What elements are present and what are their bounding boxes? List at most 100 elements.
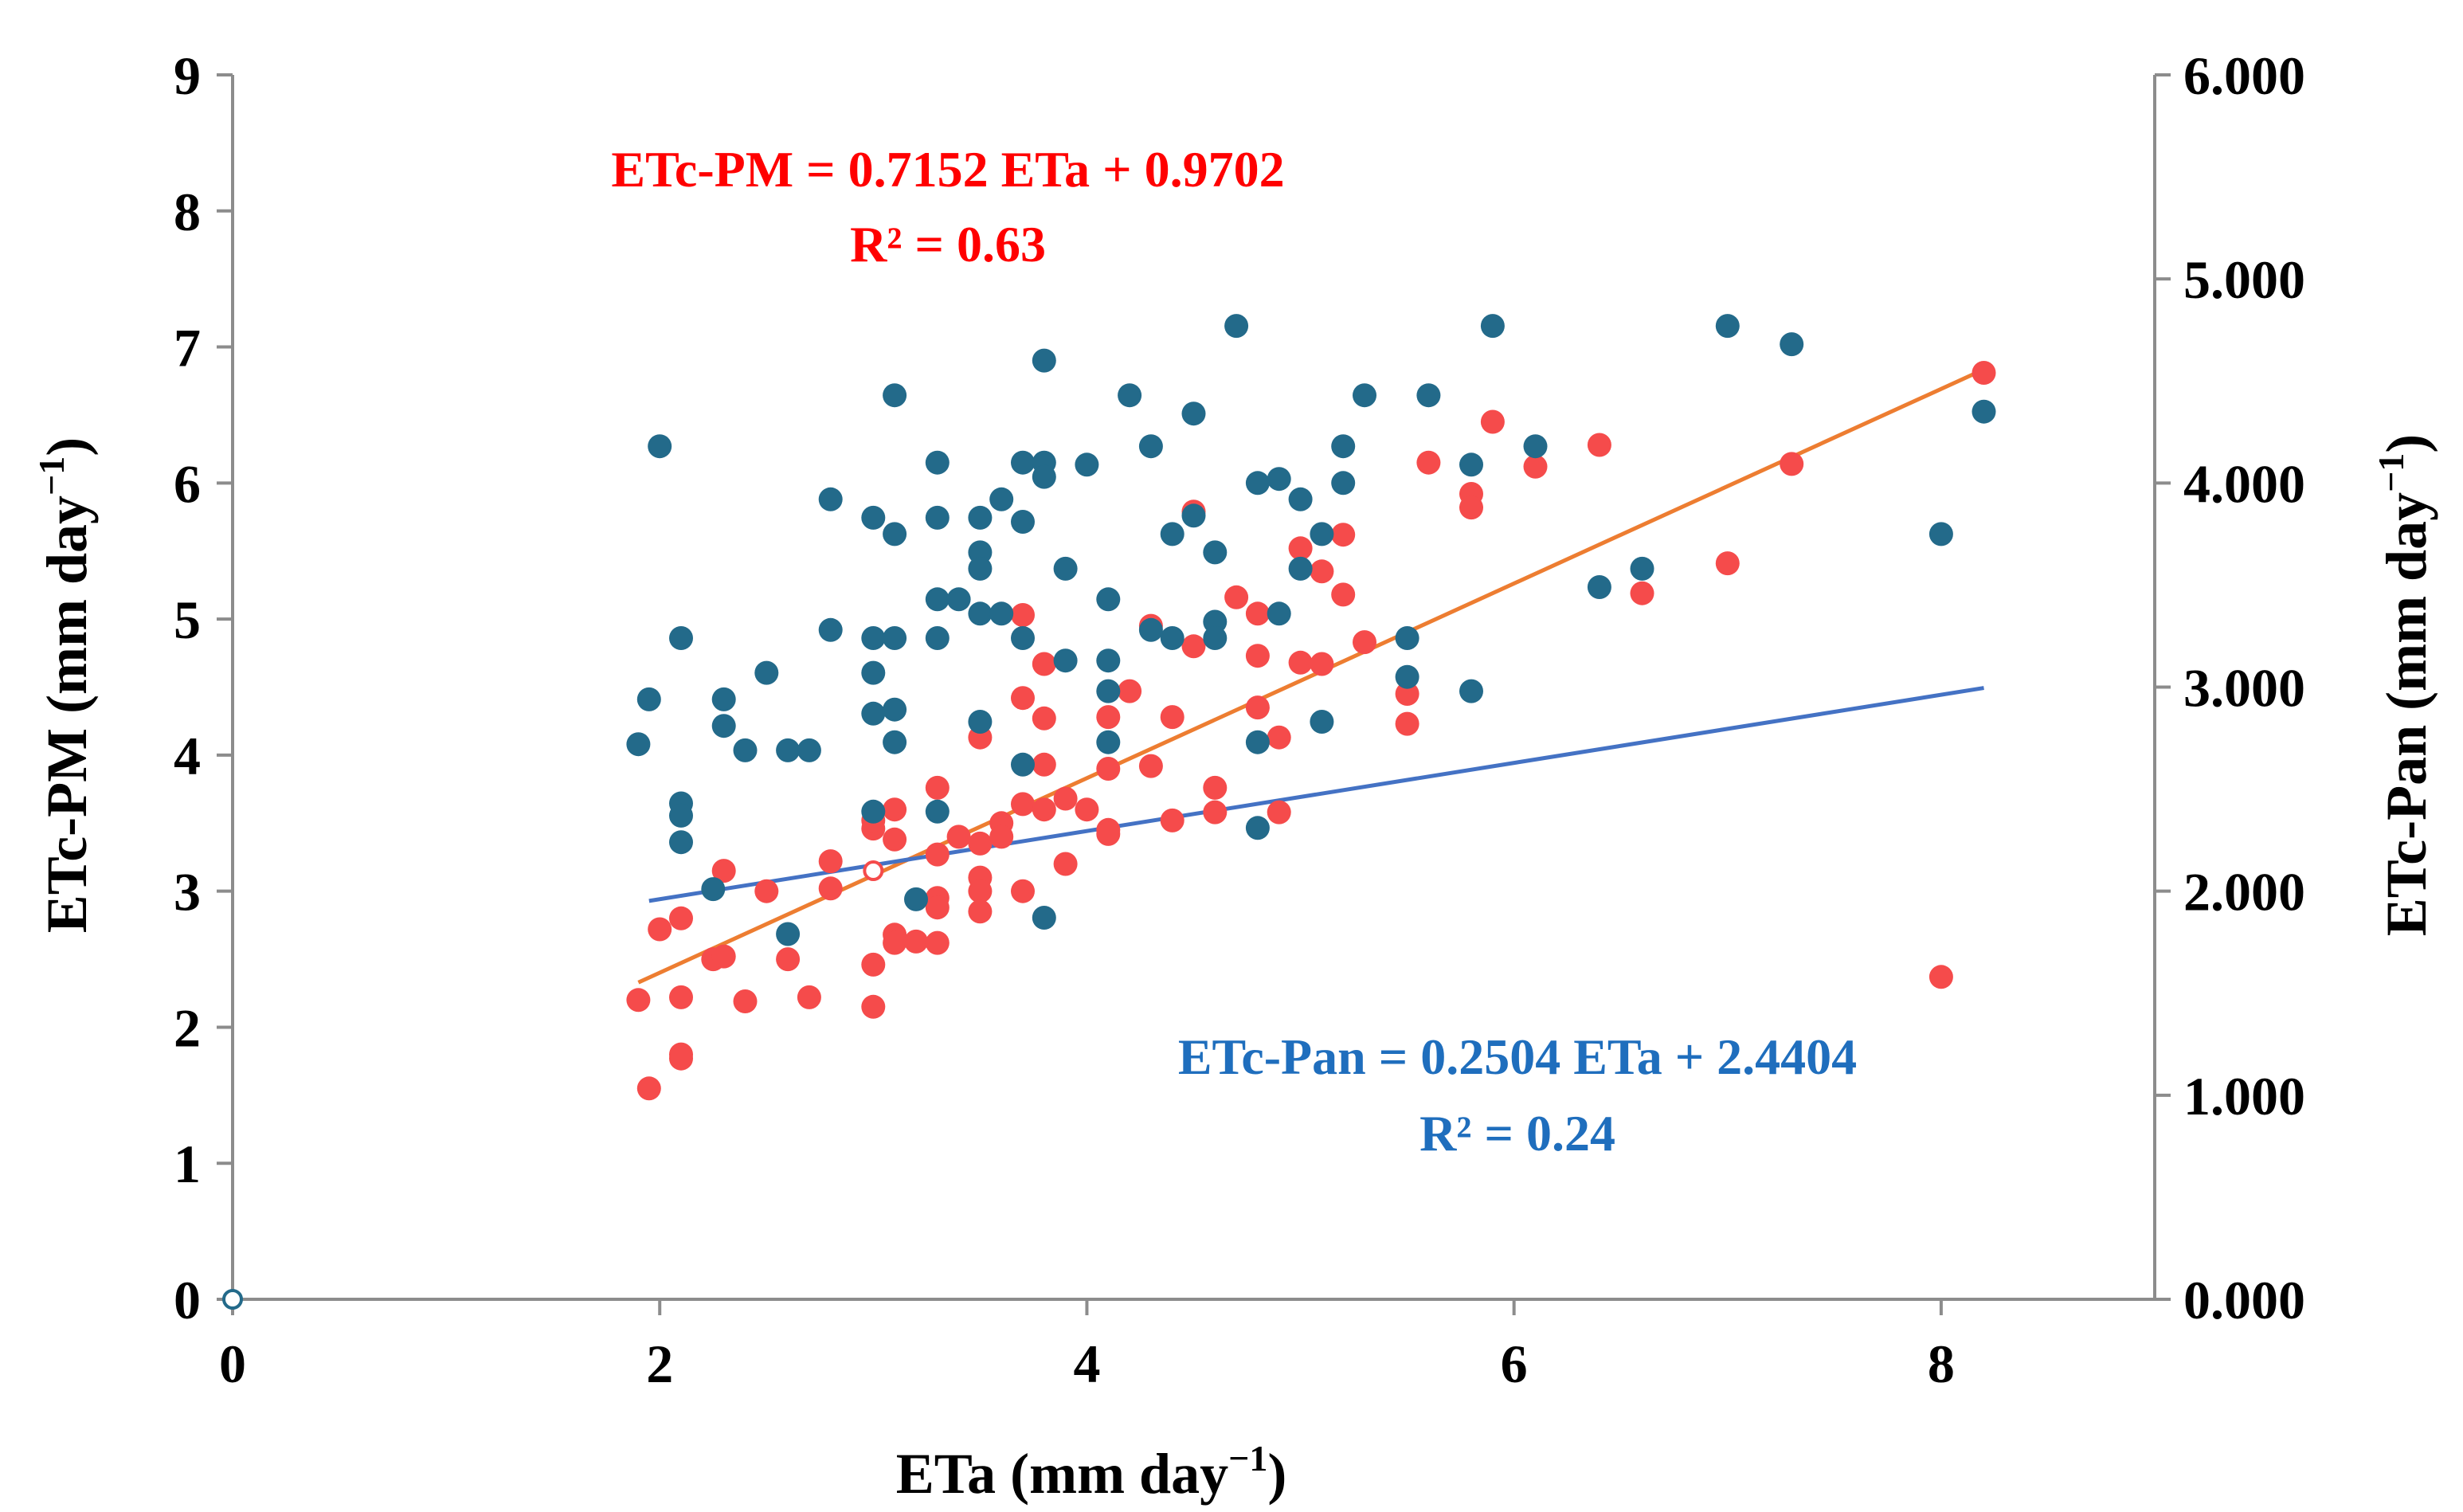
etc-pan-point [701,877,726,902]
y-left-tick-label: 3 [174,862,201,922]
etc-pan-point [1587,575,1611,599]
etc-pan-point [1053,648,1078,673]
etc-pan-point [1267,601,1291,626]
etc-pan-point [776,738,801,762]
etc-pm-point [1053,786,1078,811]
etc-pan-point [648,434,672,459]
etc-pan-point [711,714,736,738]
etc-pan-point [925,799,950,824]
etc-pan-point [1395,626,1419,650]
x-tick-label: 2 [646,1334,673,1394]
etc-pan-point [925,587,950,612]
etc-pan-point [1160,626,1185,650]
etc-pm-point [669,1046,693,1071]
etc-pan-point [1267,467,1291,492]
data-points [222,314,1996,1310]
etc-pm-point [1395,711,1419,736]
etc-pan-point [883,730,907,754]
etc-pm-point [925,895,950,920]
etc-pm-point [1160,705,1185,730]
etc-pan-point [1138,434,1163,459]
etc-pan-point [968,540,993,565]
etc-pm-point [968,879,993,903]
y-right-tick-label: 1.000 [2183,1066,2305,1126]
etc-pan-point [776,922,801,946]
etc-pm-point [968,899,993,924]
etc-pm-point [669,985,693,1009]
etc-pan-point [1011,510,1035,534]
etc-pm-point [904,929,928,954]
y-left-tick-label: 5 [174,590,201,650]
y-right-tick-label: 4.000 [2183,453,2305,514]
etc-pm-point [1929,965,1953,989]
etc-pm-point [1181,634,1206,659]
etc-pm-point [1011,686,1035,711]
etc-pan-point [711,687,736,711]
etc-pan-point [1353,383,1376,408]
etc-pm-point [1224,585,1249,609]
y-left-tick-label: 4 [174,726,201,786]
etc-pan-point [1011,752,1035,777]
y-left-tick-label: 9 [174,45,201,106]
etc-pan-point [1780,332,1804,357]
etc-pm-point [1353,630,1376,655]
etc-pm-point [733,989,758,1013]
etc-pan-point [1972,399,1996,424]
etc-pm-point [968,831,993,856]
etc-pan-point [968,601,993,626]
etc-pan-point [1096,587,1121,612]
etc-pan-point [883,697,907,722]
etc-pan-point [861,505,886,530]
y-axis-left-title: ETc-PM (mm day−1) [31,437,99,933]
etc-pan-point [1181,402,1206,426]
y-left-tick-label: 0 [174,1270,201,1330]
y-left-tick-label: 7 [174,318,201,378]
etc-pan-point [861,799,886,824]
etc-pm-point [1587,433,1611,457]
etc-pm-point [925,775,950,800]
etc-pm-point [925,842,950,867]
etc-pm-point [1523,454,1548,479]
pan-equation: ETc-Pan = 0.2504 ETa + 2.4404 [1178,1028,1857,1085]
etc-pan-point [1053,556,1078,581]
axes: 0 1 2 3 4 5 6 7 8 9 0.000 1.000 2.000 3.000 4.000 5.000… [174,45,2305,1394]
etc-pm-point [711,944,736,969]
etc-pan-point [925,505,950,530]
hollow-marker [222,1289,243,1310]
etc-pm-point [925,930,950,955]
etc-pan-point [968,556,993,581]
etc-pan-point [1096,679,1121,703]
etc-pm-point [711,859,736,883]
x-tick-label: 0 [219,1334,246,1394]
x-tick-label: 8 [1928,1334,1955,1394]
etc-pan-point [1160,522,1185,546]
etc-pan-point [1203,609,1228,634]
etc-pm-point [648,917,672,942]
etc-pan-point [1523,434,1548,459]
etc-pm-point [861,952,886,977]
etc-pan-point [1630,556,1654,581]
etc-pan-point [1715,314,1740,339]
etc-pm-point [1203,775,1228,800]
etc-pm-point [1288,536,1313,561]
etc-pm-point [861,994,886,1019]
y-left-tick-label: 2 [174,997,201,1058]
etc-pan-point [861,626,886,650]
etc-pm-point [1310,559,1334,584]
etc-pm-point [1032,706,1056,731]
etc-pm-point [1075,797,1099,822]
etc-pan-point [1459,452,1483,477]
etc-pan-point [1096,730,1121,754]
etc-pan-point [989,601,1014,626]
etc-pan-point [1480,314,1505,339]
etc-pm-point [1011,603,1035,627]
y-axis-right-title: ETc-Pan (mm day−1) [2371,434,2438,937]
etc-pan-point [1138,617,1163,642]
etc-pm-point [1032,652,1056,676]
etc-pm-point [1160,808,1185,832]
etc-pan-point [1310,522,1334,546]
etc-pm-point [818,849,843,874]
etc-pm-point [1288,650,1313,675]
etc-pm-point [1032,797,1056,822]
etc-pan-point [1224,314,1249,339]
